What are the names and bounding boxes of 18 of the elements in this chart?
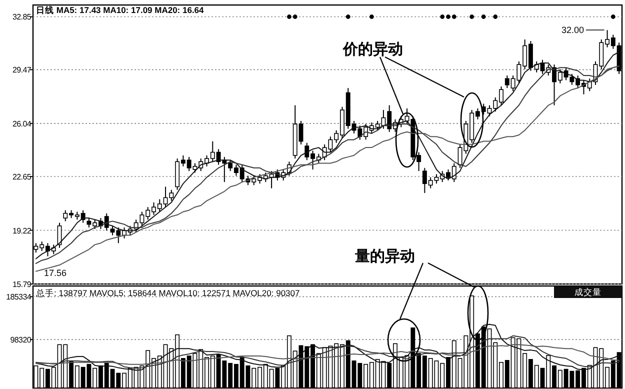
y-tick-label: 15.79 [12,280,32,289]
annotation: 17.56 [44,268,67,278]
line-series [35,335,620,369]
y-tick-label: 29.47 [12,66,32,75]
y-tick-label: 185334 [6,292,32,302]
annotation: 价的异动 [342,41,403,58]
y-tick-label: 19.22 [12,226,32,236]
y-tick-label: 32.85 [12,12,32,22]
annotation: 量的异动 [354,248,415,265]
y-tick-label: 98320 [10,336,32,345]
annotation: 日线 MA5: 17.43 MA10: 17.09 MA20: 16.64 [36,5,204,15]
y-tick-label: 22.65 [12,172,32,182]
annotation: 总手: 138797 MAVOL5: 158644 MAVOL10: 122571 MAVOL20: 90307 [35,288,300,298]
line-series [35,324,620,371]
annotation: 成交量 [574,287,602,297]
annotation: 32.00 [561,25,584,35]
y-tick-label: 26.04 [12,119,32,128]
line-series [35,344,620,365]
